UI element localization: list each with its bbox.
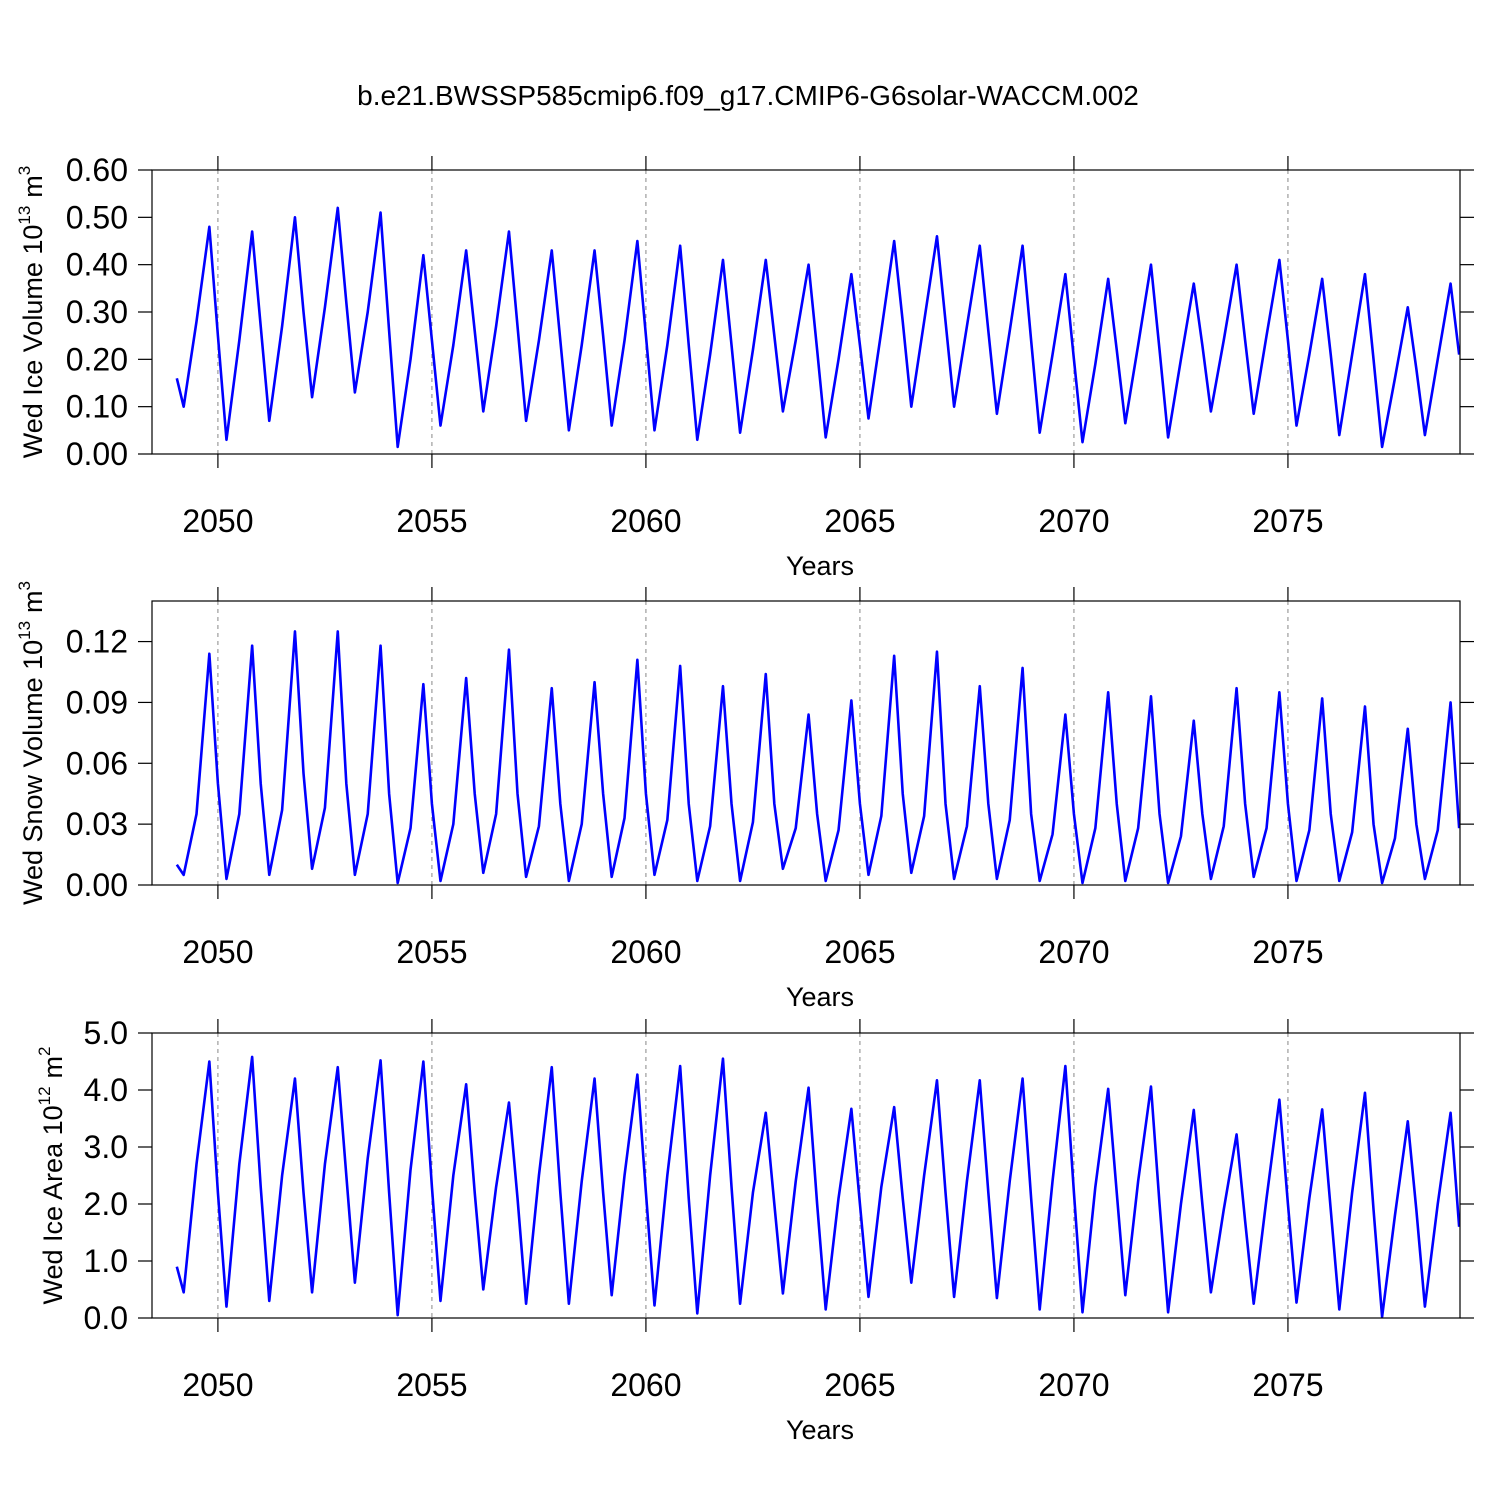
y-tick-label: 4.0 <box>84 1072 128 1108</box>
y-tick-label: 0.00 <box>66 436 128 472</box>
y-axis-label-exponent: 12 <box>35 1086 54 1105</box>
y-axis-label: Wed Ice Volume 1013 m3 <box>15 166 48 459</box>
y-tick-label: 0.06 <box>66 745 128 781</box>
y-axis-label-exponent: 13 <box>15 206 34 225</box>
x-tick-label: 2050 <box>182 934 253 970</box>
y-tick-label: 0.0 <box>84 1300 128 1336</box>
y-axis-label-exponent: 3 <box>15 581 34 590</box>
data-line <box>175 206 1461 449</box>
x-tick-label: 2060 <box>610 934 681 970</box>
figure-title: b.e21.BWSSP585cmip6.f09_g17.CMIP6-G6sola… <box>357 80 1139 111</box>
y-axis-label-exponent: 13 <box>15 621 34 640</box>
y-tick-label: 0.03 <box>66 806 128 842</box>
plot-frame <box>151 600 1461 886</box>
y-axis-label-part: m <box>38 1056 68 1079</box>
x-tick-label: 2065 <box>824 503 895 539</box>
x-tick-label: 2070 <box>1038 1367 1109 1403</box>
y-axis-label-part: m <box>18 175 48 198</box>
y-axis-label-part: m <box>18 590 48 613</box>
y-tick-label: 0.30 <box>66 294 128 330</box>
x-tick-label: 2055 <box>396 1367 467 1403</box>
x-tick-label: 2070 <box>1038 503 1109 539</box>
x-tick-label: 2065 <box>824 934 895 970</box>
y-tick-label: 5.0 <box>84 1015 128 1051</box>
y-axis-label: Wed Ice Area 1012 m2 <box>35 1046 68 1304</box>
y-tick-label: 0.09 <box>66 684 128 720</box>
y-tick-label: 0.50 <box>66 199 128 235</box>
y-tick-label: 3.0 <box>84 1129 128 1165</box>
plot-frame <box>151 169 1461 455</box>
data-line <box>175 1055 1461 1319</box>
y-axis-label: Wed Snow Volume 1013 m3 <box>15 581 48 905</box>
x-tick-label: 2050 <box>182 503 253 539</box>
y-axis-label-exponent: 2 <box>35 1046 54 1055</box>
y-tick-label: 0.40 <box>66 247 128 283</box>
x-axis-label: Years <box>786 982 854 1012</box>
y-tick-label: 0.10 <box>66 389 128 425</box>
y-axis-label-part: Wed Ice Area 10 <box>38 1105 68 1304</box>
x-tick-label: 2060 <box>610 503 681 539</box>
y-axis-label-exponent: 3 <box>15 166 34 175</box>
data-line <box>175 630 1461 885</box>
x-axis-label: Years <box>786 551 854 581</box>
x-axis-label: Years <box>786 1415 854 1445</box>
x-tick-label: 2070 <box>1038 934 1109 970</box>
y-tick-label: 0.60 <box>66 152 128 188</box>
x-tick-label: 2075 <box>1252 1367 1323 1403</box>
y-axis-label-part: Wed Snow Volume 10 <box>18 640 48 905</box>
y-tick-label: 0.20 <box>66 341 128 377</box>
y-tick-label: 0.00 <box>66 867 128 903</box>
x-tick-label: 2060 <box>610 1367 681 1403</box>
y-tick-label: 0.12 <box>66 624 128 660</box>
x-tick-label: 2075 <box>1252 934 1323 970</box>
plot-frame <box>151 1032 1461 1319</box>
y-tick-label: 1.0 <box>84 1243 128 1279</box>
x-tick-label: 2050 <box>182 1367 253 1403</box>
y-axis-label-part: Wed Ice Volume 10 <box>18 225 48 459</box>
x-tick-label: 2055 <box>396 934 467 970</box>
x-tick-label: 2075 <box>1252 503 1323 539</box>
x-tick-label: 2055 <box>396 503 467 539</box>
y-tick-label: 2.0 <box>84 1186 128 1222</box>
x-tick-label: 2065 <box>824 1367 895 1403</box>
